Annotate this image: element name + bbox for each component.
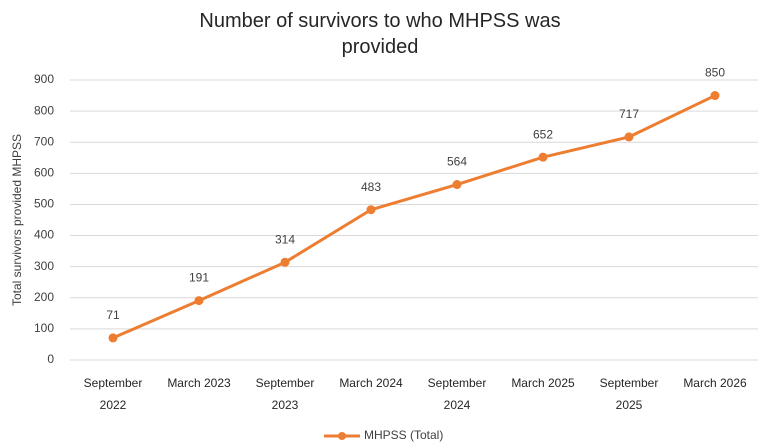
data-point xyxy=(624,132,634,142)
legend-label: MHPSS (Total) xyxy=(364,428,443,442)
x-tick-label: March 2025 xyxy=(511,376,575,390)
x-tick-label: March 2024 xyxy=(339,376,403,390)
data-point xyxy=(280,257,290,267)
data-point xyxy=(108,333,118,343)
y-tick-label: 0 xyxy=(47,352,54,366)
x-tick-label: September 2025 xyxy=(599,376,659,412)
data-label: 717 xyxy=(619,107,639,121)
data-point xyxy=(452,180,462,190)
data-label: 564 xyxy=(447,155,467,169)
y-tick-label: 200 xyxy=(34,290,54,304)
y-tick-label: 300 xyxy=(34,259,54,273)
y-tick-label: 500 xyxy=(34,197,54,211)
x-tick-label: March 2026 xyxy=(683,376,747,390)
x-tick-label: March 2023 xyxy=(167,376,231,390)
x-tick-label: September 2022 xyxy=(83,376,143,412)
data-label: 850 xyxy=(705,66,725,80)
legend-marker xyxy=(338,432,346,440)
data-point xyxy=(194,296,204,306)
y-tick-label: 900 xyxy=(34,72,54,86)
data-label: 483 xyxy=(361,180,381,194)
y-tick-label: 700 xyxy=(34,134,54,148)
data-point xyxy=(710,91,720,101)
y-tick-label: 100 xyxy=(34,321,54,335)
x-tick-label: September 2023 xyxy=(255,376,315,412)
data-label: 652 xyxy=(533,127,553,141)
y-axis-label: Total survivors provided MHPSS xyxy=(10,134,24,306)
chart-title: Number of survivors to who MHPSS was pro… xyxy=(199,10,561,58)
series-line xyxy=(112,94,716,340)
y-tick-label: 600 xyxy=(34,166,54,180)
data-point xyxy=(538,152,548,162)
x-tick-label: September 2024 xyxy=(427,376,487,412)
data-point xyxy=(366,205,376,215)
y-tick-label: 800 xyxy=(34,103,54,117)
data-label: 314 xyxy=(275,232,295,246)
data-label: 191 xyxy=(189,271,209,285)
y-tick-label: 400 xyxy=(34,228,54,242)
data-label: 71 xyxy=(106,308,120,322)
